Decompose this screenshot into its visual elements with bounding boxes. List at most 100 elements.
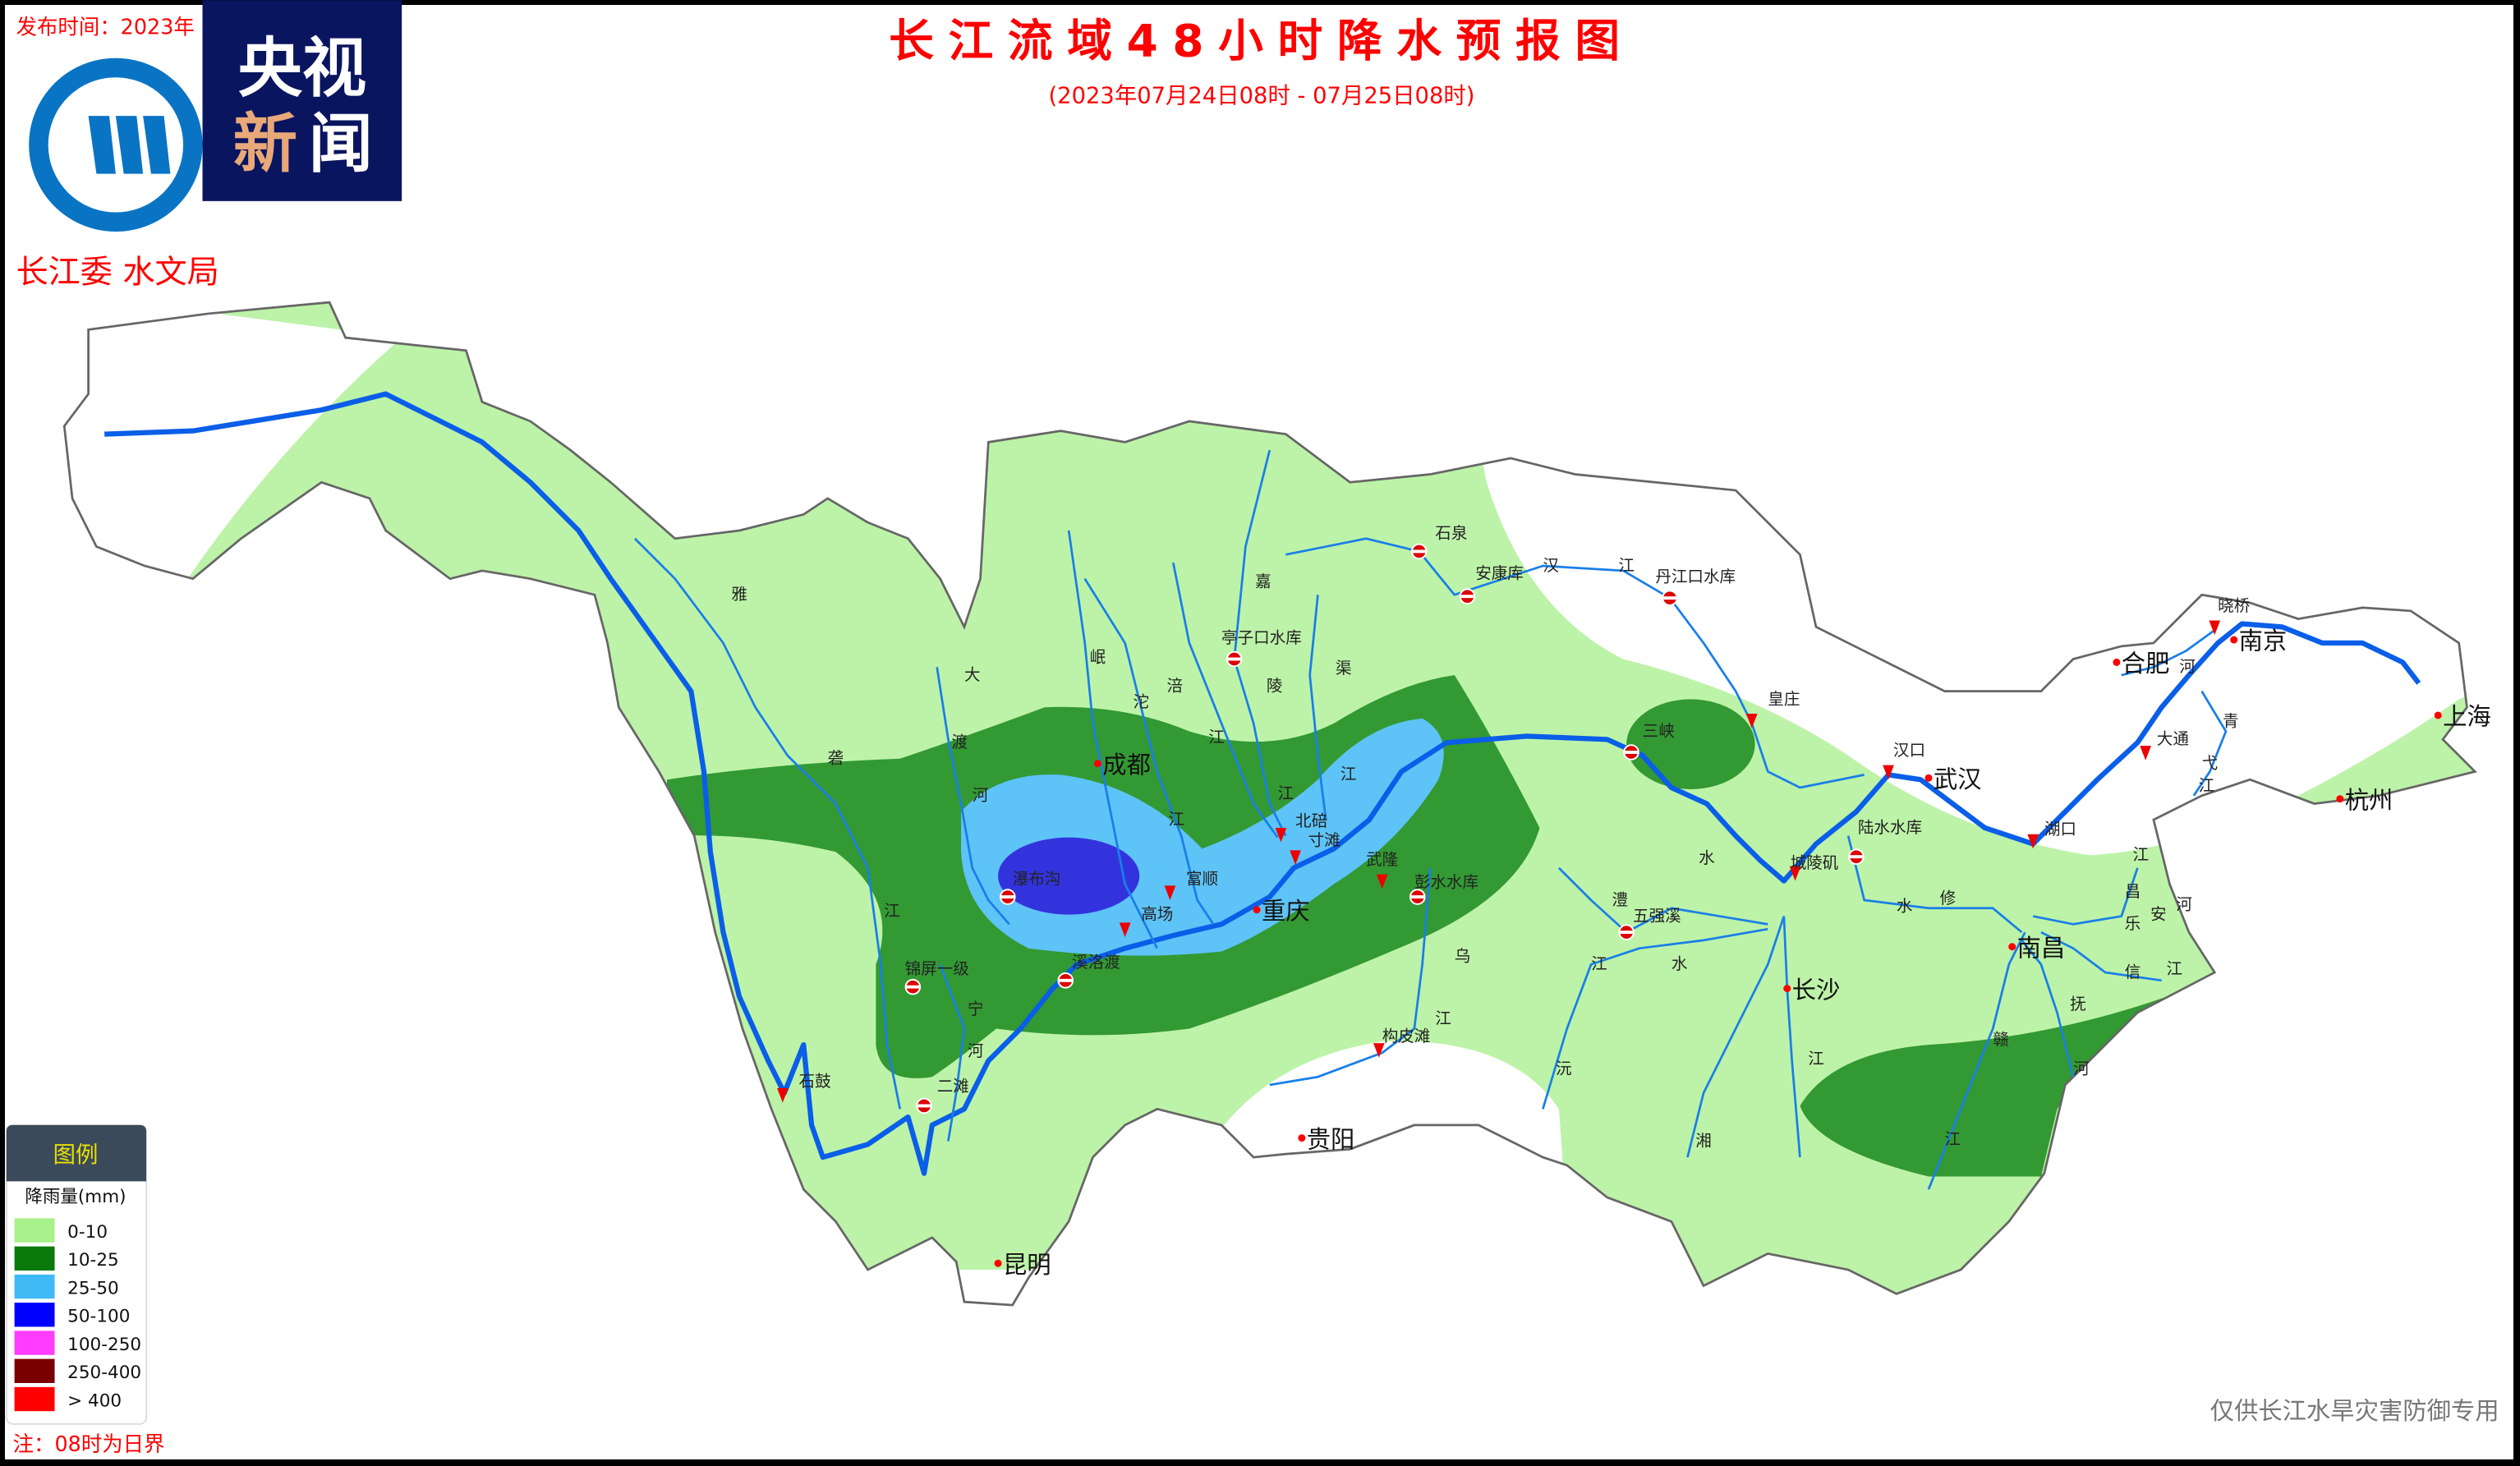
svg-text:新: 新	[233, 107, 297, 182]
tributary-river	[2032, 867, 2139, 926]
footnote: 注：08时为日界	[13, 1432, 165, 1456]
river-name-label: 涪	[1167, 677, 1184, 696]
river-name-label: 江	[2167, 959, 2183, 978]
river-name-label: 江	[1168, 810, 1184, 829]
legend-swatch	[14, 1246, 55, 1271]
legend-item-label: 100-250	[67, 1335, 141, 1355]
station-label: 亭子口水库	[1221, 628, 1302, 647]
river-name-label: 乐	[2125, 914, 2141, 933]
tributary-river	[1927, 931, 2026, 1190]
tributary-river	[936, 667, 1010, 926]
river-name-label: 江	[1808, 1050, 1824, 1068]
city-dot-icon	[1253, 906, 1261, 914]
river-name-label: 江	[1435, 1009, 1451, 1028]
legend-title: 图例	[53, 1142, 99, 1168]
gauge-station-icon	[1119, 922, 1131, 937]
tributary-river	[2192, 690, 2228, 797]
legend-unit: 降雨量(mm)	[25, 1187, 126, 1207]
city-dot-icon	[2434, 711, 2442, 719]
reservoir-station-icon	[916, 1097, 932, 1114]
river-name-label: 河	[2179, 657, 2196, 676]
legend-item-label: > 400	[67, 1390, 122, 1411]
river-name-label: 江	[1208, 728, 1225, 747]
river-name-label: 渡	[951, 733, 968, 751]
station-label: 大通	[2157, 729, 2189, 748]
gauge-station-icon	[2140, 746, 2151, 761]
river-name-label: 赣	[1993, 1030, 2009, 1049]
river-name-label: 澧	[1612, 890, 1629, 909]
tributary-river	[1846, 835, 2023, 934]
city-label: 昆明	[1003, 1251, 1051, 1279]
legend-item-label: 250-400	[67, 1363, 141, 1383]
reservoir-station-icon	[1662, 590, 1678, 606]
city-label: 武汉	[1934, 765, 1982, 793]
city-label: 重庆	[1262, 897, 1310, 925]
rain-areas	[64, 302, 2476, 1306]
river-name-label: 汉	[1543, 556, 1559, 575]
river-name-label: 河	[968, 1041, 984, 1060]
station-label: 汉口	[1893, 741, 1925, 760]
river-name-label: 乌	[1455, 946, 1471, 965]
tributary-river	[939, 963, 966, 1142]
tributary-river	[1308, 595, 1327, 820]
gauge-station-icon	[1883, 765, 1894, 780]
river-name-label: 河	[2073, 1059, 2090, 1078]
river-name-label: 青	[2223, 712, 2239, 731]
station-label: 彭水水库	[1414, 872, 1478, 891]
reservoir-station-icon	[1057, 972, 1074, 989]
city-dot-icon	[994, 1259, 1002, 1267]
station-label: 丹江口水库	[1655, 568, 1736, 586]
city-dot-icon	[1924, 774, 1933, 782]
agency-name: 长江委 水文局	[16, 255, 219, 292]
city-dot-icon	[1093, 760, 1101, 768]
river-name-label: 雅	[731, 585, 747, 604]
station-label: 高场	[1141, 904, 1173, 923]
tributary-river	[1269, 867, 1432, 1087]
river-name-label: 河	[2176, 895, 2192, 914]
station-label: 锦屏一级	[905, 959, 969, 978]
tributary-river	[2040, 931, 2162, 982]
no-rain-area-northwest	[64, 302, 402, 595]
river-name-label: 江	[884, 902, 900, 921]
city-label: 杭州	[2345, 786, 2394, 814]
gauge-station-icon	[1376, 874, 1388, 889]
river-name-label: 水	[1699, 848, 1715, 867]
reservoir-station-icon	[1459, 588, 1476, 604]
gauge-station-icon	[2027, 834, 2039, 849]
no-rain-area-kunming	[948, 1270, 1045, 1306]
city-label: 上海	[2443, 703, 2491, 731]
station-label: 晓桥	[2218, 596, 2250, 615]
station-label: 湖口	[2044, 820, 2076, 839]
legend-swatch	[14, 1386, 55, 1412]
city-dot-icon	[2230, 636, 2238, 644]
station-label: 石泉	[1435, 524, 1467, 543]
city-dot-icon	[2336, 795, 2344, 803]
river-name-label: 江	[1340, 765, 1357, 784]
cctv-news-logo: 央视 新 闻	[202, 0, 402, 201]
gauge-station-icon	[1373, 1043, 1385, 1058]
river-name-label: 弋	[2202, 754, 2219, 773]
river-name-label: 嘉	[1255, 572, 1271, 591]
river-name-label: 湘	[1695, 1131, 1712, 1150]
reservoir-station-icon	[1410, 543, 1428, 560]
legend-item-label: 0-10	[67, 1222, 108, 1243]
tributary-river	[1686, 916, 1786, 1158]
gauge-station-icon	[1275, 827, 1287, 843]
publish-time: 发布时间：2023年	[16, 14, 195, 39]
city-label: 合肥	[2122, 650, 2170, 678]
reservoir-station-icon	[1618, 924, 1635, 940]
rain-area-10-25-southeast	[1800, 977, 2219, 1177]
legend-swatch	[14, 1274, 55, 1299]
river-name-label: 水	[1897, 897, 1913, 916]
station-label: 石鼓	[798, 1072, 830, 1091]
river-name-label: 江	[1618, 556, 1635, 575]
river-name-label: 江	[2132, 845, 2149, 864]
reservoir-station-icon	[1848, 848, 1865, 865]
legend-item-label: 25-50	[67, 1278, 119, 1298]
gauge-station-icon	[1290, 850, 1301, 865]
svg-text:闻: 闻	[309, 107, 373, 182]
city-dot-icon	[2113, 658, 2121, 666]
